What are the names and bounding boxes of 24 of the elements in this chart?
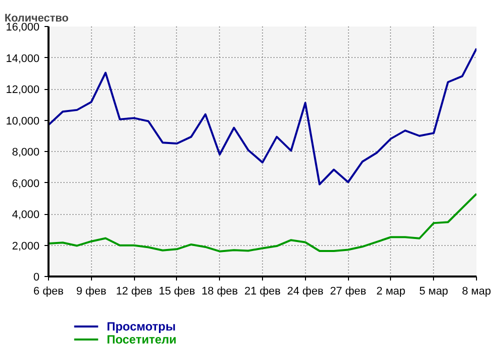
y-tick-label: 6,000	[12, 178, 40, 190]
legend-label: Посетители	[106, 332, 177, 346]
x-tick-label: 9 фев	[76, 286, 107, 298]
y-tick-label: 4,000	[12, 209, 40, 221]
y-tick-label: 12,000	[6, 84, 40, 96]
x-tick-label: 27 фев	[330, 286, 366, 298]
x-tick-label: 6 фев	[33, 286, 64, 298]
y-tick-label: 0	[33, 272, 40, 284]
y-tick-label: 14,000	[6, 52, 40, 65]
x-tick-label: 12 фев	[116, 286, 152, 298]
x-tick-label: 5 мар	[419, 286, 448, 298]
x-tick-label: 18 фев	[202, 286, 238, 298]
x-tick-label: 2 мар	[376, 286, 406, 298]
x-tick-label: 15 фев	[158, 286, 196, 298]
line-series	[48, 192, 476, 252]
y-tick-label: 10,000	[6, 115, 40, 128]
x-tick-label: 21 фев	[244, 286, 281, 298]
y-tick-label: 2,000	[12, 240, 40, 252]
y-tick-label: 16,000	[6, 22, 40, 34]
y-tick-label: 8,000	[12, 146, 40, 158]
legend-label: Просмотры	[106, 320, 176, 334]
line-series	[48, 48, 476, 186]
x-tick-label: 24 фев	[287, 286, 324, 298]
x-tick-label: 8 мар	[462, 286, 491, 298]
